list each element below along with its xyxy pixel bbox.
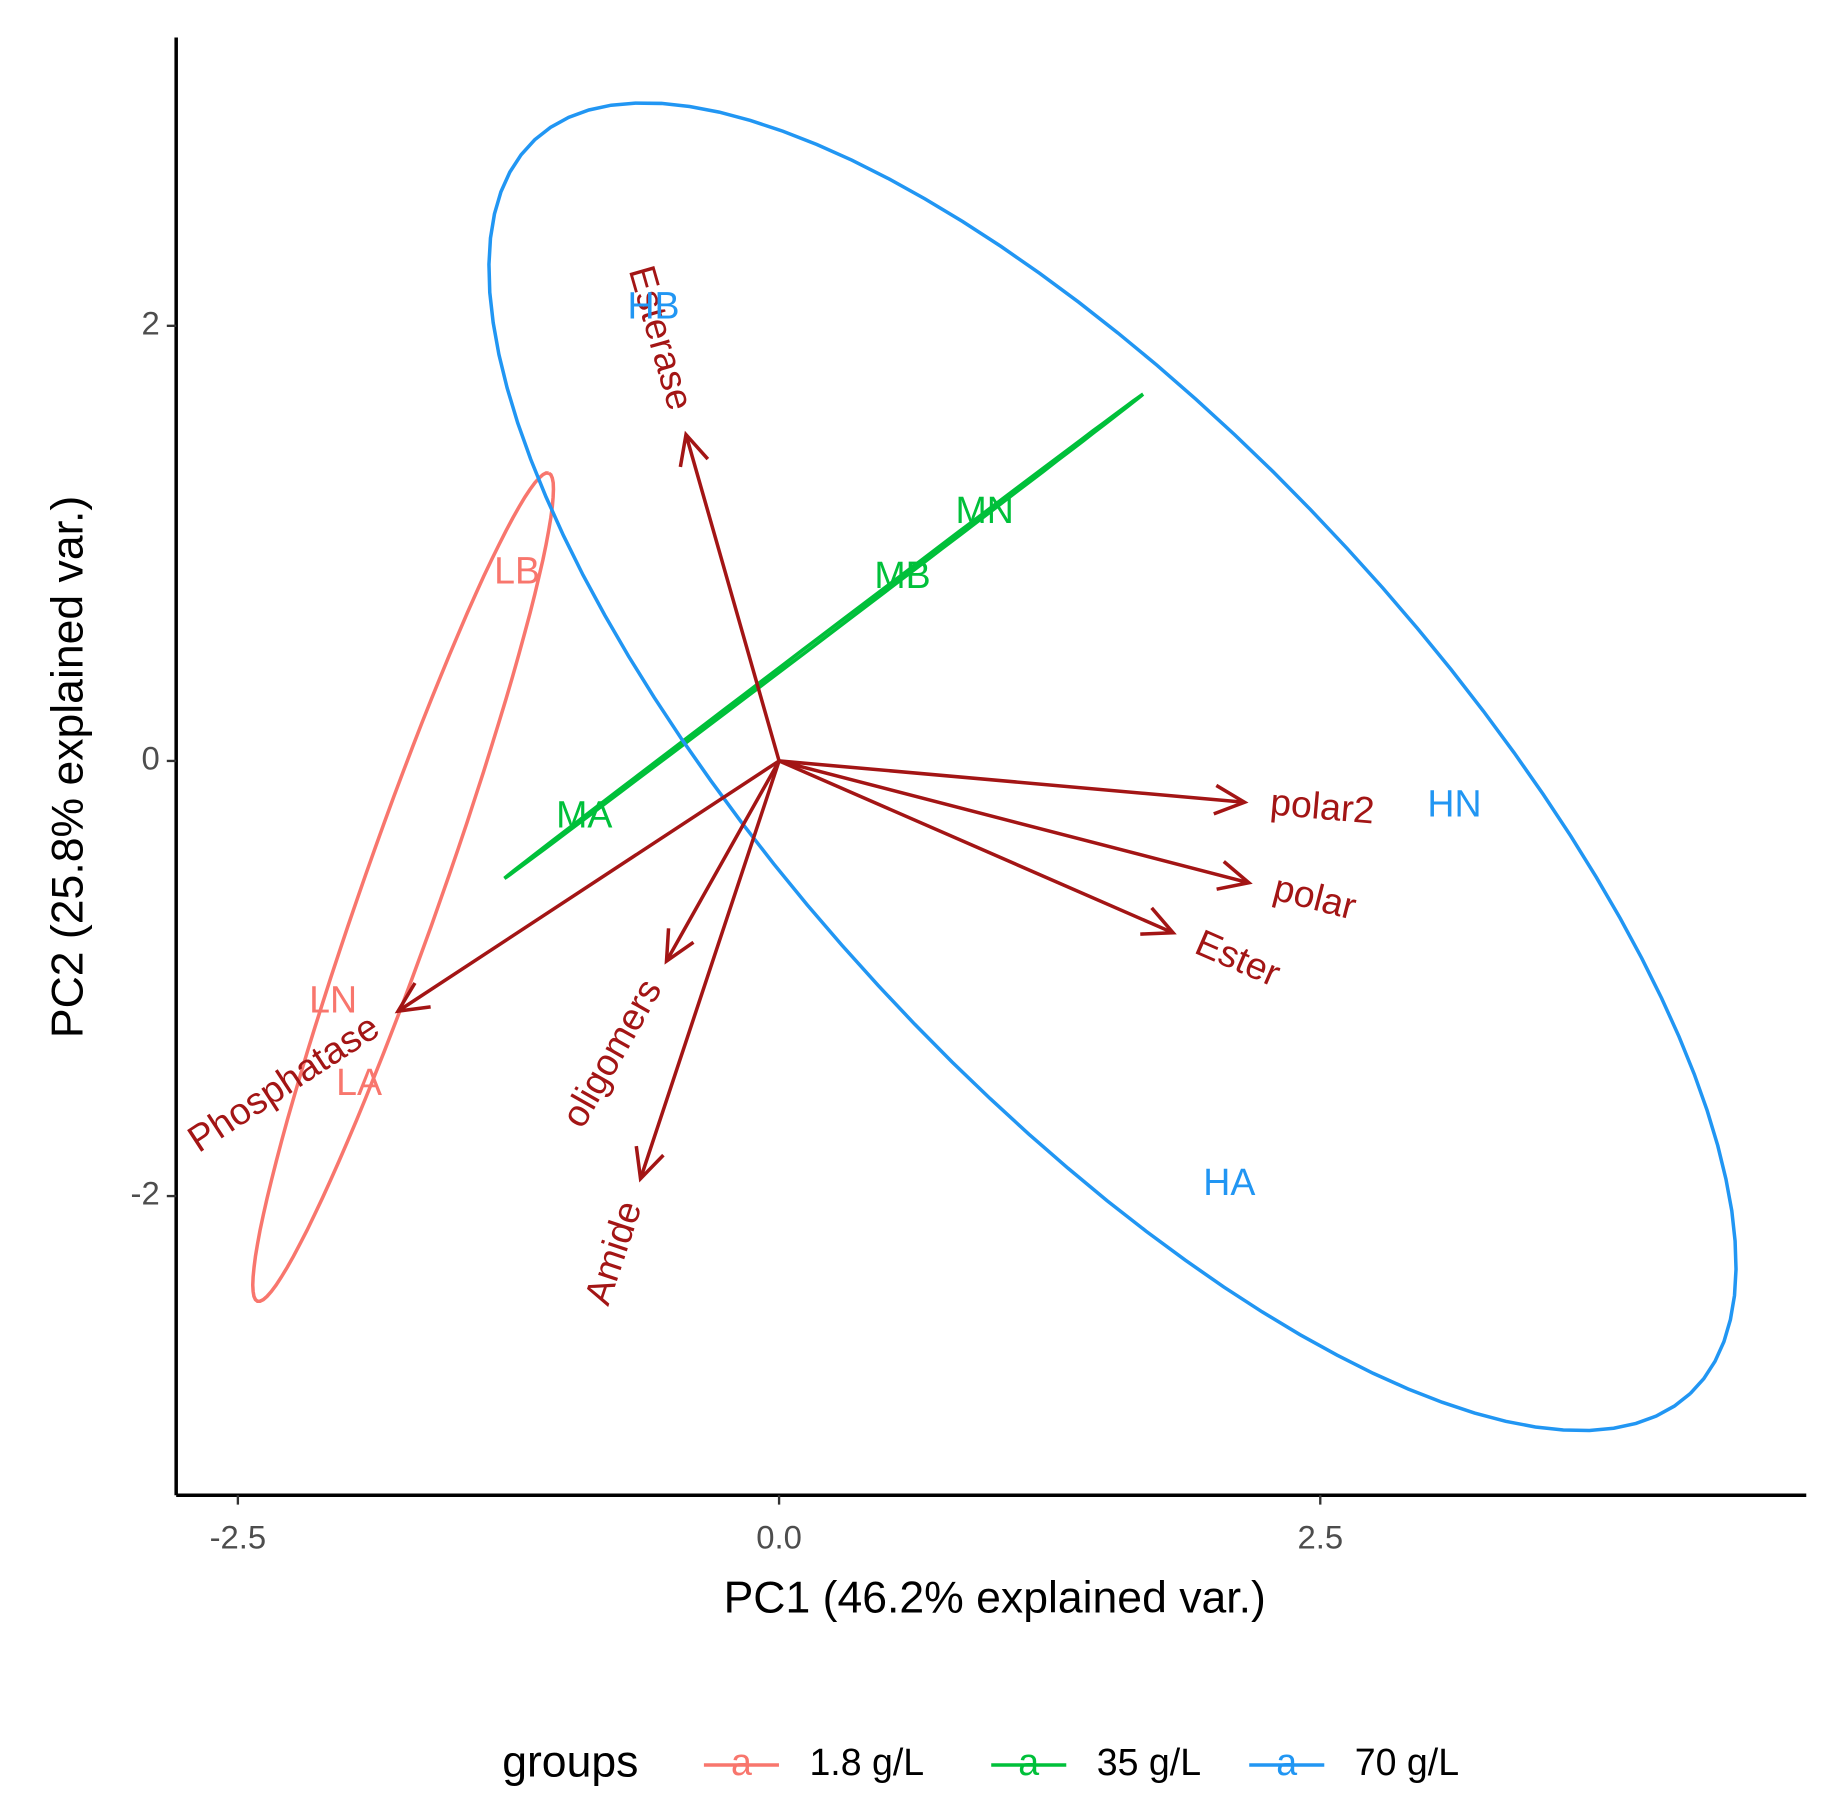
arrow-shaft	[397, 759, 781, 1013]
loading-arrow	[664, 760, 781, 965]
arrow-head	[1213, 783, 1249, 816]
legend-glyph: a	[1276, 1741, 1297, 1783]
arrow-shaft	[638, 760, 781, 1180]
y-tick-label: 0	[141, 740, 159, 777]
arrow-shaft	[664, 760, 781, 962]
loading-arrow	[778, 759, 1253, 891]
loading-arrow	[778, 759, 1177, 936]
point-label: MA	[556, 793, 612, 835]
loading-arrow	[634, 760, 781, 1183]
legend-label: 70 g/L	[1355, 1741, 1459, 1783]
group-ellipse	[487, 101, 1738, 1433]
arrow-head	[678, 430, 710, 468]
legend-title: groups	[502, 1738, 638, 1787]
arrow-shaft	[778, 759, 1245, 805]
arrow-head	[1216, 860, 1253, 891]
point-label: LA	[336, 1061, 382, 1103]
legend-glyph: a	[731, 1741, 752, 1783]
y-axis-title: PC2 (25.8% explained var.)	[43, 496, 92, 1038]
loading-arrow	[678, 430, 781, 762]
arrow-shaft	[778, 759, 1174, 935]
arrow-head	[664, 928, 695, 965]
legend-label: 35 g/L	[1097, 1741, 1201, 1783]
point-label: LN	[309, 978, 357, 1020]
loading-label: oligomers	[553, 972, 670, 1134]
arrow-shaft	[778, 759, 1250, 885]
loading-label: polar	[1269, 866, 1360, 928]
group-ellipse	[250, 471, 556, 1304]
legend-glyph: a	[1018, 1741, 1039, 1783]
loading-label: Amide	[576, 1196, 649, 1310]
legend-label: 1.8 g/L	[809, 1741, 924, 1783]
y-tick-label: 2	[141, 304, 159, 341]
loading-label: Ester	[1190, 921, 1287, 994]
arrow-head	[394, 982, 431, 1014]
point-label: MB	[874, 554, 930, 596]
arrow-head	[634, 1145, 665, 1183]
point-label: HN	[1427, 783, 1481, 825]
loading-arrow	[778, 759, 1249, 816]
x-tick-label: 0.0	[756, 1518, 802, 1555]
x-axis-title: PC1 (46.2% explained var.)	[724, 1574, 1266, 1623]
loading-arrow	[394, 759, 781, 1014]
y-tick-label: -2	[131, 1175, 160, 1212]
group-ellipse	[503, 392, 1145, 880]
point-label: MN	[956, 489, 1014, 531]
point-label: LB	[494, 550, 540, 592]
arrow-head	[1140, 906, 1177, 936]
x-tick-label: -2.5	[210, 1518, 267, 1555]
loading-label: polar2	[1269, 781, 1377, 832]
arrow-shaft	[684, 434, 781, 762]
point-label: HA	[1203, 1161, 1255, 1203]
point-label: HB	[627, 284, 679, 326]
x-tick-label: 2.5	[1297, 1518, 1343, 1555]
